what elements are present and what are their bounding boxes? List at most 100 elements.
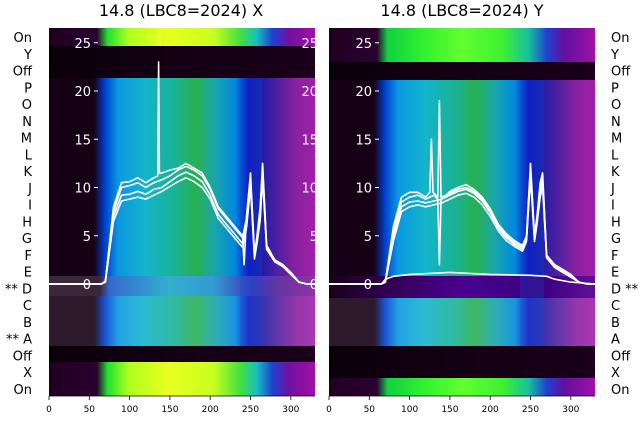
y-tick-label: 5	[364, 230, 372, 245]
row-label: H	[611, 215, 621, 230]
row-label: O	[611, 98, 621, 113]
row-label: X	[23, 366, 32, 381]
row-label: F	[611, 249, 618, 264]
row-label: X	[611, 366, 620, 381]
y-tick-label: 25	[355, 37, 372, 52]
row-label: ** D	[5, 282, 32, 297]
y-tick-label: 15	[74, 133, 91, 148]
panel-title: 14.8 (LBC8=2024) Y	[380, 1, 543, 20]
heatmap-row-y-off	[49, 46, 315, 78]
row-label: D **	[611, 282, 639, 297]
x-tick-label: 200	[202, 405, 219, 415]
x-axis: 0 50 100 150 200 250 300	[46, 395, 315, 415]
heatmap-row-on-top	[49, 28, 315, 46]
x-tick-label: 250	[242, 405, 259, 415]
y-tick-label: 0	[364, 278, 372, 293]
row-label: Off	[13, 65, 33, 80]
row-label: K	[611, 165, 620, 180]
heatmap-rows-cba	[329, 298, 595, 346]
heatmap-hot-column	[158, 28, 161, 46]
row-label: K	[23, 165, 32, 180]
row-label: G	[22, 232, 32, 247]
heatmap-body	[49, 78, 315, 276]
heatmap-row-d	[49, 276, 315, 296]
heatmap-row-off	[49, 346, 315, 362]
x-tick-label: 200	[482, 405, 499, 415]
series-lines	[49, 61, 315, 285]
y-tick-label-right: 20	[301, 85, 318, 100]
row-label: ** A	[6, 333, 32, 348]
y-tick-label: 15	[355, 133, 372, 148]
x-tick-label: 50	[364, 405, 376, 415]
y-ticks: 25 25 20 20 15 15 10 10 5 5 0 0	[74, 37, 318, 293]
series-line	[329, 271, 596, 285]
row-label: E	[611, 266, 619, 281]
heatmap-row-off-top	[329, 62, 595, 80]
row-label: On	[611, 31, 629, 46]
row-label: P	[611, 81, 619, 96]
y-tick-label-right: 10	[301, 182, 318, 197]
y-tick-label: 5	[83, 230, 91, 245]
row-label: N	[22, 115, 32, 130]
row-label: C	[23, 299, 32, 314]
row-label: Y	[23, 48, 32, 63]
heatmap-body	[329, 80, 595, 276]
x-tick-label: 0	[46, 405, 52, 415]
heatmap	[329, 28, 595, 396]
row-label: E	[24, 266, 32, 281]
y-ticks: 25 20 15 10 5 0	[355, 37, 379, 293]
x-tick-label: 100	[401, 405, 418, 415]
x-tick-label: 50	[84, 405, 96, 415]
row-label: J	[610, 182, 615, 197]
y-tick-label-right: 15	[301, 133, 318, 148]
y-tick-label: 10	[355, 182, 372, 197]
row-label: B	[23, 316, 32, 331]
row-label: N	[611, 115, 621, 130]
y-tick-label: 20	[74, 85, 91, 100]
row-label: J	[27, 182, 32, 197]
heatmap-row-on-bottom	[329, 378, 595, 396]
row-label: B	[611, 316, 620, 331]
heatmap-row-off-x	[329, 346, 595, 378]
row-label: C	[611, 299, 620, 314]
row-label: P	[24, 81, 32, 96]
row-label: L	[25, 148, 33, 163]
panel-x: 14.8 (LBC8=2024) X OnYOffPONMLKJIHGFE** …	[5, 1, 318, 415]
y-tick-label: 25	[74, 37, 91, 52]
row-label: I	[28, 199, 32, 214]
x-tick-label: 250	[522, 405, 539, 415]
y-tick-label-right: 5	[310, 230, 318, 245]
series-line	[329, 177, 595, 285]
row-label: F	[25, 249, 32, 264]
y-tick-label: 0	[83, 278, 91, 293]
y-tick-label-right: 0	[310, 278, 318, 293]
row-label: Off	[611, 349, 631, 364]
x-tick-label: 150	[441, 405, 458, 415]
y-tick-label: 20	[355, 85, 372, 100]
row-label: M	[611, 132, 622, 147]
row-label: On	[611, 383, 629, 398]
heatmap-row-d	[329, 276, 595, 298]
row-label: G	[611, 232, 621, 247]
heatmap-row-x-on	[49, 362, 315, 396]
row-label: Off	[13, 349, 33, 364]
heatmap	[49, 28, 315, 396]
heatmap-row-on-top	[329, 28, 595, 62]
row-label: On	[14, 31, 32, 46]
row-label: Y	[610, 48, 619, 63]
x-axis: 0 50 100 150 200 250 300	[326, 395, 595, 415]
row-label: Off	[611, 65, 631, 80]
row-label: M	[21, 132, 32, 147]
row-label: L	[611, 148, 619, 163]
row-label: On	[14, 383, 32, 398]
row-label: A	[611, 333, 620, 348]
heatmap-stripes	[240, 78, 262, 346]
row-label: O	[22, 98, 32, 113]
x-tick-label: 100	[121, 405, 138, 415]
series-line	[49, 171, 315, 285]
row-label: H	[22, 215, 32, 230]
